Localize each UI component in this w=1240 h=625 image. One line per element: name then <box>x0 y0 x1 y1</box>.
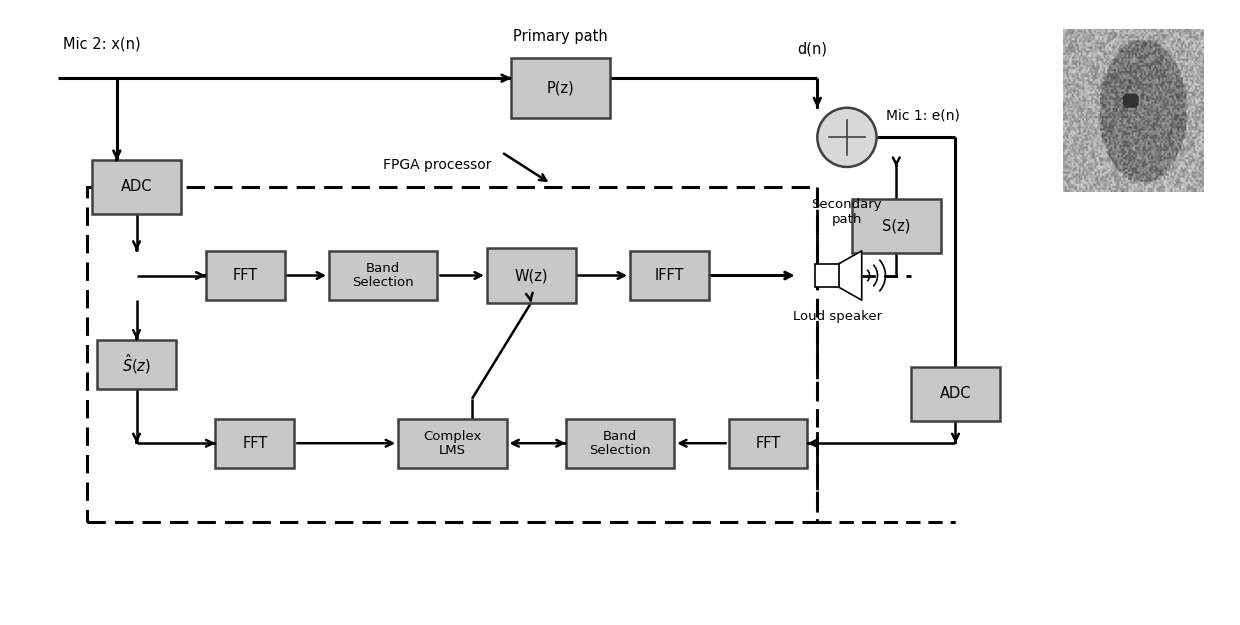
Text: Primary path: Primary path <box>513 29 608 44</box>
Text: d(n): d(n) <box>797 41 827 56</box>
FancyBboxPatch shape <box>329 251 438 300</box>
FancyBboxPatch shape <box>398 419 506 468</box>
Text: $\hat{S}(z)$: $\hat{S}(z)$ <box>122 352 151 376</box>
Text: Secondary: Secondary <box>812 198 882 211</box>
Text: Selection: Selection <box>589 444 651 457</box>
FancyBboxPatch shape <box>206 251 284 300</box>
Text: ADC: ADC <box>120 179 153 194</box>
Text: Selection: Selection <box>352 276 414 289</box>
Text: Band: Band <box>603 430 637 443</box>
FancyBboxPatch shape <box>911 367 999 421</box>
Text: Band: Band <box>366 262 401 275</box>
Circle shape <box>817 107 877 167</box>
Text: Mic 2: x(n): Mic 2: x(n) <box>62 36 140 51</box>
Text: path: path <box>832 213 862 226</box>
FancyBboxPatch shape <box>92 159 181 214</box>
Text: FFT: FFT <box>242 436 268 451</box>
FancyBboxPatch shape <box>729 419 807 468</box>
Text: FPGA processor: FPGA processor <box>383 158 492 172</box>
FancyBboxPatch shape <box>97 339 176 389</box>
Text: Loud speaker: Loud speaker <box>792 310 882 323</box>
FancyBboxPatch shape <box>511 58 610 118</box>
Text: S(z): S(z) <box>882 219 910 234</box>
Text: ADC: ADC <box>940 386 971 401</box>
Text: Complex: Complex <box>423 430 481 443</box>
Text: IFFT: IFFT <box>655 268 684 283</box>
Text: LMS: LMS <box>439 444 466 457</box>
FancyBboxPatch shape <box>852 199 941 253</box>
FancyBboxPatch shape <box>630 251 709 300</box>
FancyBboxPatch shape <box>487 248 575 302</box>
Polygon shape <box>839 251 862 300</box>
Text: P(z): P(z) <box>547 81 574 96</box>
Text: FFT: FFT <box>755 436 781 451</box>
Text: Mic 1: e(n): Mic 1: e(n) <box>887 109 960 122</box>
Text: FFT: FFT <box>232 268 258 283</box>
FancyBboxPatch shape <box>216 419 294 468</box>
FancyBboxPatch shape <box>816 264 839 288</box>
FancyBboxPatch shape <box>565 419 675 468</box>
Text: W(z): W(z) <box>515 268 548 283</box>
